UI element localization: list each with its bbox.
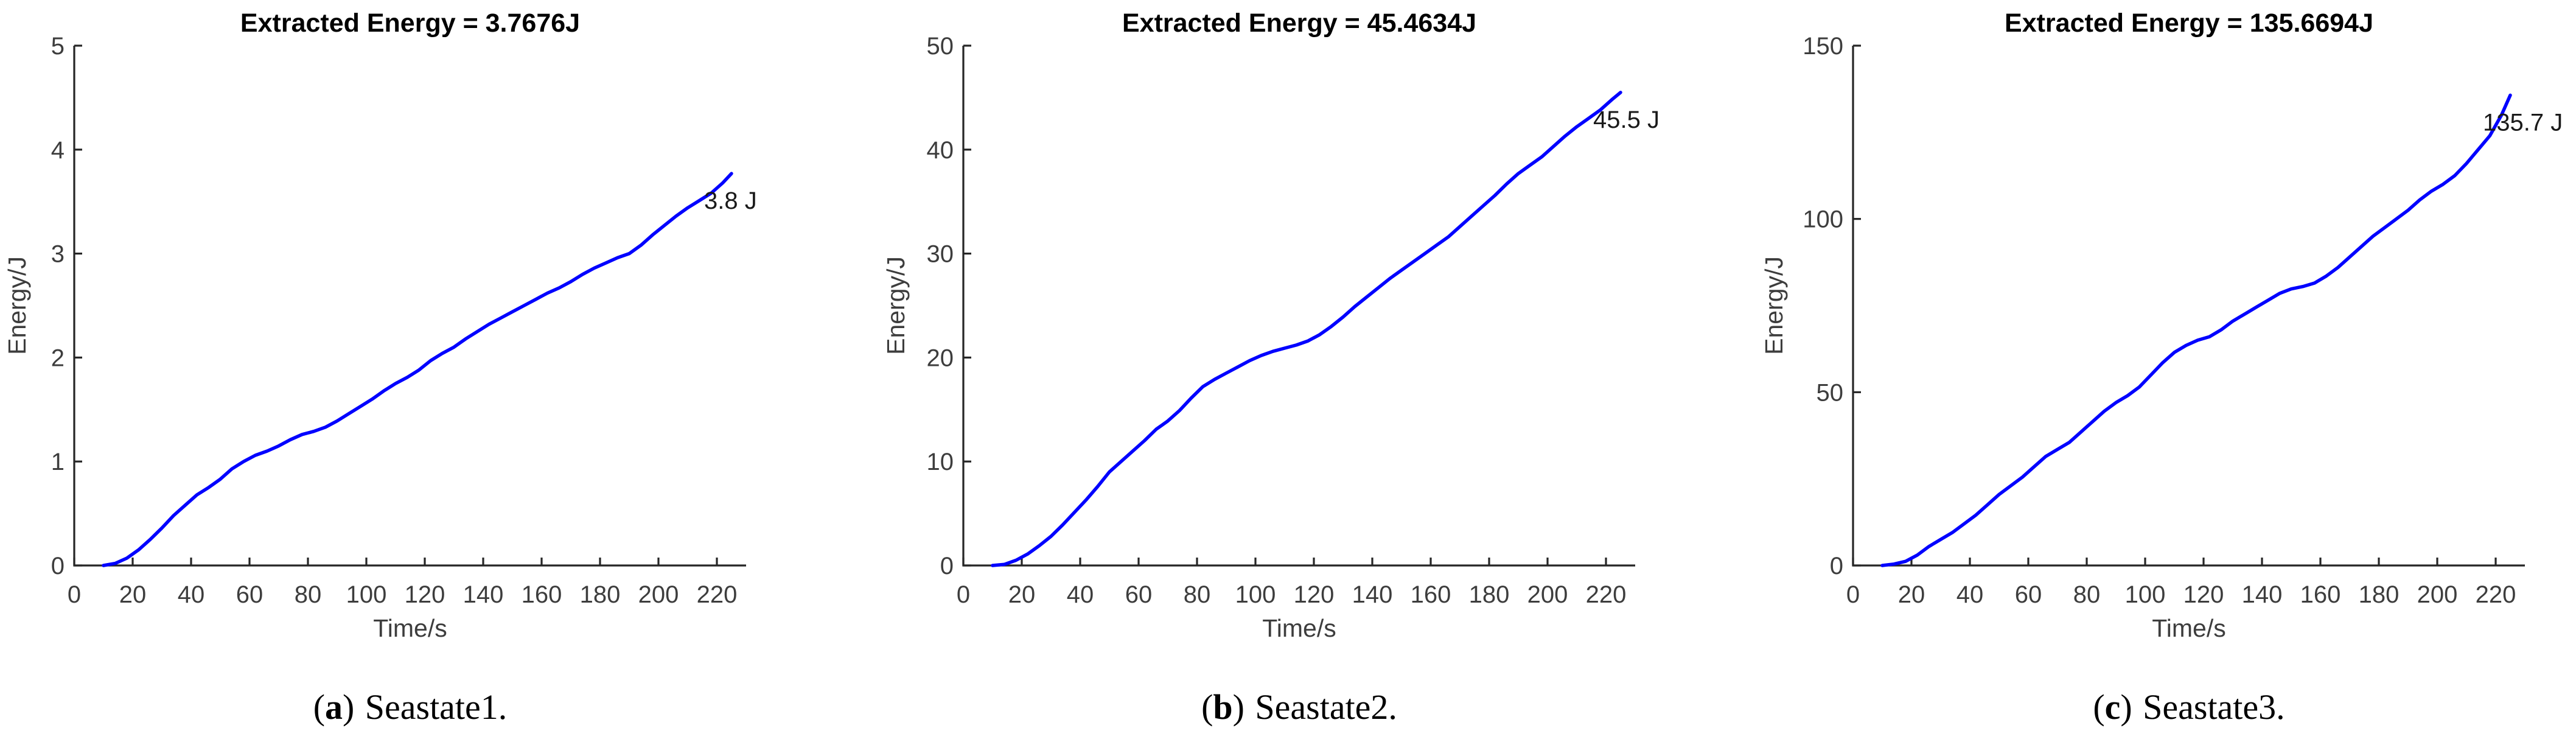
svg-text:60: 60 bbox=[1125, 581, 1153, 608]
svg-text:2: 2 bbox=[51, 345, 65, 371]
svg-text:200: 200 bbox=[638, 581, 679, 608]
svg-text:50: 50 bbox=[927, 33, 954, 60]
svg-text:140: 140 bbox=[1352, 581, 1393, 608]
svg-text:160: 160 bbox=[2300, 581, 2341, 608]
svg-text:0: 0 bbox=[940, 553, 954, 579]
svg-text:20: 20 bbox=[1008, 581, 1036, 608]
svg-text:40: 40 bbox=[927, 137, 954, 164]
svg-text:60: 60 bbox=[2015, 581, 2042, 608]
svg-text:0: 0 bbox=[1830, 553, 1843, 579]
panel-seastate2: 0 20 40 60 80 100 120 140 160 180 200 220 0 10 20 30 40 5… bbox=[859, 0, 1717, 742]
svg-text:100: 100 bbox=[1235, 581, 1276, 608]
caption-text: Seastate1. bbox=[365, 687, 508, 727]
svg-text:40: 40 bbox=[1956, 581, 1984, 608]
caption-paren-open: ( bbox=[313, 687, 326, 727]
svg-text:140: 140 bbox=[463, 581, 504, 608]
chart-seastate2: 0 20 40 60 80 100 120 140 160 180 200 220 0 10 20 30 40 5… bbox=[882, 9, 1660, 642]
endpoint-annotation: 135.7 J bbox=[2483, 109, 2563, 136]
svg-text:60: 60 bbox=[236, 581, 264, 608]
svg-text:140: 140 bbox=[2242, 581, 2283, 608]
svg-text:220: 220 bbox=[2476, 581, 2516, 608]
chart-seastate1: 0 20 40 60 80 100 120 140 160 180 200 220 0 1 2 3 4 5 Extr… bbox=[3, 9, 757, 642]
y-axis-label: Energy/J bbox=[1760, 256, 1788, 355]
svg-text:1: 1 bbox=[51, 449, 65, 475]
svg-text:220: 220 bbox=[697, 581, 738, 608]
svg-text:40: 40 bbox=[178, 581, 205, 608]
svg-text:0: 0 bbox=[957, 581, 970, 608]
chart-seastate3: 0 20 40 60 80 100 120 140 160 180 200 220 0 50 100 150 E… bbox=[1760, 9, 2563, 642]
caption-letter: b bbox=[1213, 687, 1233, 727]
x-axis-label: Time/s bbox=[373, 614, 447, 642]
caption-seastate3: (c) Seastate3. bbox=[1946, 687, 2432, 727]
svg-text:180: 180 bbox=[1469, 581, 1510, 608]
caption-paren-close: ) bbox=[2120, 687, 2132, 727]
caption-letter: a bbox=[325, 687, 343, 727]
svg-text:0: 0 bbox=[68, 581, 81, 608]
energy-curve bbox=[991, 91, 1622, 567]
svg-text:180: 180 bbox=[2359, 581, 2400, 608]
svg-text:160: 160 bbox=[1411, 581, 1451, 608]
svg-text:20: 20 bbox=[119, 581, 147, 608]
caption-text: Seastate2. bbox=[1255, 687, 1397, 727]
y-axis-label: Energy/J bbox=[3, 256, 31, 355]
energy-curve bbox=[102, 172, 733, 567]
caption-seastate2: (b) Seastate2. bbox=[1056, 687, 1543, 727]
x-axis-label: Time/s bbox=[1262, 614, 1336, 642]
svg-text:120: 120 bbox=[2183, 581, 2224, 608]
caption-seastate1: (a) Seastate1. bbox=[167, 687, 654, 727]
svg-text:0: 0 bbox=[51, 553, 65, 579]
svg-text:3: 3 bbox=[51, 241, 65, 268]
svg-text:10: 10 bbox=[927, 449, 954, 475]
endpoint-annotation: 3.8 J bbox=[704, 187, 757, 214]
caption-text: Seastate3. bbox=[2143, 687, 2285, 727]
svg-text:200: 200 bbox=[2417, 581, 2458, 608]
svg-text:80: 80 bbox=[1184, 581, 1211, 608]
svg-text:80: 80 bbox=[295, 581, 322, 608]
svg-text:160: 160 bbox=[522, 581, 562, 608]
energy-curve bbox=[1880, 93, 2512, 567]
chart-title: Extracted Energy = 3.7676J bbox=[240, 9, 580, 38]
svg-text:100: 100 bbox=[2125, 581, 2166, 608]
svg-text:180: 180 bbox=[580, 581, 621, 608]
svg-text:4: 4 bbox=[51, 137, 65, 164]
chart-title: Extracted Energy = 135.6694J bbox=[2005, 9, 2373, 38]
svg-text:30: 30 bbox=[927, 241, 954, 268]
y-axis-label: Energy/J bbox=[882, 256, 910, 355]
svg-text:40: 40 bbox=[1067, 581, 1094, 608]
svg-text:100: 100 bbox=[1803, 206, 1843, 233]
svg-text:0: 0 bbox=[1846, 581, 1860, 608]
x-axis-label: Time/s bbox=[2152, 614, 2225, 642]
svg-text:20: 20 bbox=[927, 345, 954, 371]
svg-text:5: 5 bbox=[51, 33, 65, 60]
caption-paren-close: ) bbox=[343, 687, 355, 727]
chart-title: Extracted Energy = 45.4634J bbox=[1122, 9, 1476, 38]
svg-text:220: 220 bbox=[1586, 581, 1627, 608]
svg-text:150: 150 bbox=[1803, 33, 1843, 60]
endpoint-annotation: 45.5 J bbox=[1593, 107, 1660, 133]
svg-text:120: 120 bbox=[1294, 581, 1335, 608]
svg-text:100: 100 bbox=[346, 581, 387, 608]
svg-text:200: 200 bbox=[1527, 581, 1568, 608]
svg-text:50: 50 bbox=[1817, 379, 1844, 406]
caption-letter: c bbox=[2104, 687, 2121, 727]
caption-paren-close: ) bbox=[1232, 687, 1244, 727]
svg-text:20: 20 bbox=[1898, 581, 1925, 608]
svg-text:120: 120 bbox=[405, 581, 445, 608]
caption-paren-open: ( bbox=[2093, 687, 2105, 727]
svg-text:80: 80 bbox=[2073, 581, 2101, 608]
caption-paren-open: ( bbox=[1201, 687, 1213, 727]
panel-seastate3: 0 20 40 60 80 100 120 140 160 180 200 220 0 50 100 150 E… bbox=[1717, 0, 2576, 742]
panel-seastate1: 0 20 40 60 80 100 120 140 160 180 200 220 0 1 2 3 4 5 Extr… bbox=[0, 0, 859, 742]
